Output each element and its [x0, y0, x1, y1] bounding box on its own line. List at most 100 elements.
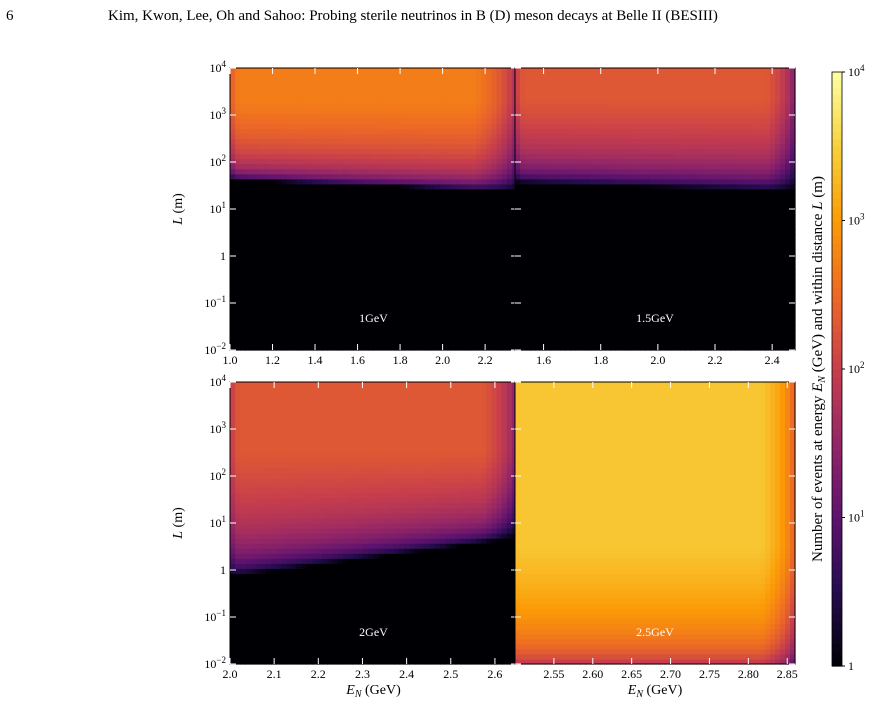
- heatmap-cell: [291, 289, 298, 296]
- heatmap-cell: [327, 274, 334, 281]
- heatmap-cell: [327, 244, 334, 250]
- heatmap-cell: [520, 68, 526, 74]
- heatmap-cell: [455, 173, 462, 180]
- heatmap-cell: [353, 274, 359, 281]
- heatmap-cell: [240, 78, 246, 84]
- heatmap-cell: [650, 339, 656, 346]
- heatmap-cell: [347, 108, 354, 114]
- heatmap-cell: [250, 294, 257, 301]
- heatmap-cell: [506, 193, 513, 200]
- heatmap-cell: [332, 198, 339, 205]
- heatmap-cell: [530, 113, 536, 119]
- heatmap-cell: [645, 289, 651, 296]
- heatmap-cell: [378, 138, 385, 145]
- heatmap-cell: [240, 88, 246, 94]
- heatmap-cell: [580, 158, 586, 165]
- heatmap-cell: [388, 279, 395, 286]
- heatmap-cell: [515, 168, 521, 175]
- heatmap-cell: [271, 234, 277, 240]
- heatmap-cell: [322, 264, 328, 271]
- heatmap-cell: [255, 168, 262, 175]
- heatmap-cell: [342, 123, 349, 130]
- heatmap-cell: [332, 83, 339, 89]
- heatmap-cell: [625, 264, 631, 271]
- heatmap-cell: [570, 229, 576, 235]
- heatmap-cell: [322, 259, 328, 265]
- heatmap-cell: [240, 173, 246, 180]
- heatmap-cell: [515, 158, 521, 165]
- heatmap-cell: [496, 183, 503, 190]
- heatmap-cell: [535, 198, 541, 205]
- heatmap-cell: [399, 299, 405, 306]
- heatmap-cell: [388, 163, 395, 170]
- heatmap-cell: [399, 153, 405, 160]
- heatmap-cell: [535, 264, 541, 271]
- heatmap-cell: [250, 344, 257, 351]
- heatmap-cell: [605, 183, 611, 190]
- heatmap-cell: [301, 183, 308, 190]
- heatmap-cell: [301, 203, 308, 210]
- heatmap-cell: [404, 239, 410, 245]
- heatmap-cell: [281, 344, 287, 351]
- heatmap-cell: [630, 269, 636, 276]
- heatmap-cell: [445, 249, 451, 255]
- heatmap-cell: [347, 98, 354, 104]
- heatmap-cell: [399, 68, 405, 74]
- heatmap-cell: [235, 339, 241, 346]
- heatmap-cell: [235, 78, 241, 84]
- heatmap-cell: [445, 173, 451, 180]
- heatmap-cell: [625, 153, 631, 160]
- heatmap-cell: [625, 83, 631, 89]
- heatmap-cell: [383, 234, 390, 240]
- heatmap-cell: [491, 88, 498, 94]
- heatmap-cell: [476, 304, 482, 311]
- heatmap-cell: [347, 88, 354, 94]
- heatmap-cell: [615, 88, 621, 94]
- heatmap-cell: [296, 269, 303, 276]
- heatmap-cell: [575, 193, 581, 200]
- heatmap-cell: [560, 178, 566, 185]
- heatmap-cell: [540, 344, 546, 351]
- heatmap-cell: [250, 309, 257, 316]
- heatmap-cell: [645, 219, 651, 225]
- heatmap-cell: [665, 254, 671, 260]
- heatmap-cell: [520, 138, 526, 145]
- heatmap-cell: [540, 224, 546, 230]
- heatmap-cell: [655, 93, 661, 99]
- heatmap-cell: [590, 259, 596, 265]
- heatmap-cell: [460, 128, 467, 135]
- heatmap-cell: [501, 133, 508, 140]
- heatmap-cell: [650, 209, 656, 215]
- heatmap-cell: [353, 138, 359, 145]
- heatmap-cell: [520, 203, 526, 210]
- heatmap-cell: [445, 153, 451, 160]
- heatmap-cell: [368, 259, 375, 265]
- heatmap-cell: [347, 284, 354, 291]
- heatmap-cell: [394, 254, 400, 260]
- heatmap-cell: [455, 259, 462, 265]
- heatmap-cell: [404, 193, 410, 200]
- heatmap-cell: [525, 284, 531, 291]
- heatmap-cell: [580, 334, 586, 341]
- heatmap-cell: [675, 269, 681, 276]
- heatmap-cell: [655, 239, 661, 245]
- heatmap-cell: [373, 279, 380, 286]
- heatmap-cell: [404, 68, 410, 74]
- heatmap-cell: [419, 113, 426, 119]
- heatmap-cell: [625, 324, 631, 331]
- heatmap-cell: [332, 113, 339, 119]
- heatmap-cell: [580, 83, 586, 89]
- heatmap-cell: [600, 143, 606, 150]
- heatmap-cell: [358, 239, 364, 245]
- heatmap-cell: [660, 289, 666, 296]
- heatmap-cell: [635, 279, 641, 286]
- heatmap-cell: [660, 304, 666, 311]
- heatmap-cell: [388, 73, 395, 79]
- heatmap-cell: [342, 244, 349, 250]
- heatmap-cell: [281, 98, 287, 104]
- heatmap-cell: [327, 334, 334, 341]
- heatmap-cell: [470, 73, 477, 79]
- heatmap-cell: [660, 309, 666, 316]
- heatmap-cell: [650, 329, 656, 336]
- heatmap-cell: [342, 88, 349, 94]
